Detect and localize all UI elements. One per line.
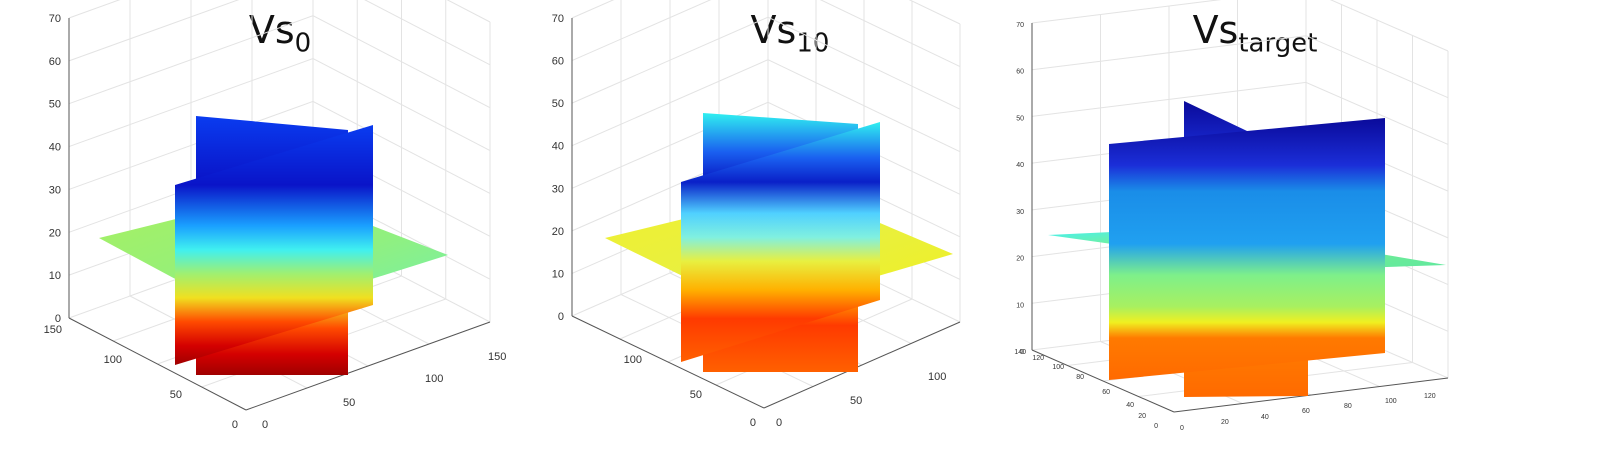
panel-vs0: Vs0 0 10 20 30 40 50 60 70 0 50 100 150 0 50 100 150	[0, 0, 520, 473]
panel-vs10: Vs 10 0 10 20 30 40 50 60 70 0 50 100 0 50 100	[520, 0, 1040, 473]
y-tick-label: 80	[1076, 374, 1084, 381]
x-tick-label: 100	[928, 371, 946, 383]
tick-labels: 0102030405060700204060801001201400204060…	[1014, 22, 1435, 432]
z-tick-label: 40	[49, 142, 61, 154]
z-tick-label: 10	[1016, 302, 1024, 309]
y-tick-label: 100	[104, 354, 122, 366]
x-tick-label: 0	[262, 419, 268, 431]
y-tick-label: 120	[1032, 355, 1044, 362]
z-tick-label: 0	[1020, 349, 1024, 356]
z-tick-label: 30	[552, 183, 564, 195]
x-tick-label: 50	[343, 397, 355, 409]
axes	[571, 18, 961, 409]
z-tick-label: 50	[1016, 115, 1024, 122]
x-tick-label: 60	[1302, 408, 1310, 415]
y-axis-line	[68, 317, 247, 411]
z-tick-label: 50	[552, 98, 564, 110]
vertical-slice-b	[1109, 118, 1385, 380]
y-tick-label: 100	[624, 354, 642, 366]
slices	[1048, 101, 1446, 397]
panel-vstarget: Vstarget 0 10 20 30 40 50 60 70 0 20 40 60 80 100 120 1…	[1014, 0, 1605, 473]
z-tick-label: 0	[558, 311, 564, 323]
x-tick-label: 20	[1221, 419, 1229, 426]
slice-plot: 0102030405060700204060801001201400204060…	[1014, 0, 1449, 432]
vertical-slice-b	[175, 125, 373, 365]
z-tick-label: 40	[1016, 162, 1024, 169]
title-sub: target	[1238, 28, 1318, 59]
title-sub: 0	[294, 28, 312, 59]
x-tick-label: 50	[850, 395, 862, 407]
x-tick-label: 100	[1385, 398, 1397, 405]
z-tick-label: 60	[1016, 69, 1024, 76]
z-tick-label: 10	[552, 268, 564, 280]
z-tick-label: 60	[49, 56, 61, 68]
z-tick-label: 20	[1016, 256, 1024, 263]
y-tick-label: 60	[1102, 389, 1110, 396]
x-tick-label: 150	[488, 351, 506, 363]
x-axis-line	[763, 321, 961, 409]
y-tick-label: 140	[1014, 349, 1026, 356]
y-tick-label: 50	[690, 389, 702, 401]
y-tick-label: 100	[1052, 364, 1064, 371]
z-tick-label: 70	[49, 13, 61, 25]
y-tick-label: 50	[170, 389, 182, 401]
chart-title: Vs0	[30, 8, 530, 59]
z-tick-label: 40	[552, 141, 564, 153]
z-tick-label: 60	[552, 56, 564, 68]
y-tick-label: 20	[1138, 413, 1146, 420]
z-tick-label: 30	[1016, 209, 1024, 216]
z-tick-label: 70	[1016, 22, 1024, 29]
x-tick-label: 120	[1424, 393, 1436, 400]
y-tick-label: 0	[1154, 423, 1158, 430]
y-tick-label: 0	[232, 419, 238, 431]
y-tick-label: 150	[44, 324, 62, 336]
x-tick-label: 0	[1180, 425, 1184, 432]
slices	[99, 116, 448, 375]
x-tick-label: 40	[1261, 414, 1269, 421]
slices	[605, 113, 953, 372]
y-tick-label: 40	[1126, 402, 1134, 409]
z-tick-label: 20	[552, 226, 564, 238]
y-axis-line	[1031, 349, 1175, 413]
axes	[1031, 23, 1449, 413]
z-tick-label: 0	[55, 313, 61, 325]
title-base: Vs	[750, 8, 797, 52]
y-tick-label: 0	[750, 417, 756, 429]
x-tick-label: 80	[1344, 403, 1352, 410]
z-tick-label: 20	[49, 227, 61, 239]
tick-labels: 0 10 20 30 40 50 60 70 0 50 100 0 50 100	[552, 13, 947, 429]
axes	[68, 18, 491, 411]
z-tick-label: 30	[49, 184, 61, 196]
x-axis-line	[1173, 377, 1449, 413]
x-tick-label: 0	[776, 417, 782, 429]
slice-plot: 0 10 20 30 40 50 60 70 0 50 100 0 50 100	[552, 0, 961, 429]
chart-title: Vstarget	[1020, 8, 1490, 59]
y-axis-line	[571, 315, 765, 409]
x-tick-label: 100	[425, 373, 443, 385]
z-tick-label: 10	[49, 270, 61, 282]
x-axis-line	[245, 321, 491, 411]
z-tick-label: 70	[552, 13, 564, 25]
title-base: Vs	[248, 8, 295, 52]
z-tick-label: 50	[49, 99, 61, 111]
vertical-slice-b	[681, 122, 880, 362]
